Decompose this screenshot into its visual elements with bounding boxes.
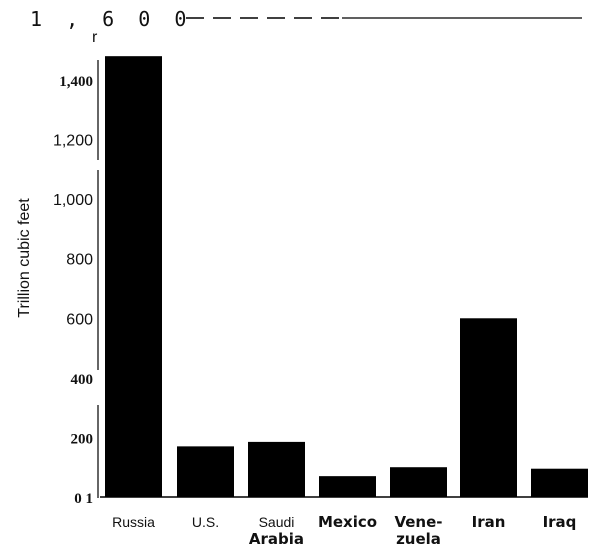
x-tick-label: Mexico <box>318 513 377 531</box>
bar-iraq <box>531 468 588 497</box>
bar-russia <box>105 56 162 498</box>
y-tick-label: 1,400 <box>59 74 93 90</box>
x-tick-label: U.S. <box>192 514 219 530</box>
bar-iran <box>460 318 517 497</box>
bar-u-s- <box>177 446 234 497</box>
x-tick-label: zuela <box>396 530 441 548</box>
bar-saudi-arabia <box>248 441 305 497</box>
bar-vene-zuela <box>390 467 447 497</box>
x-tick-label: Russia <box>112 514 155 530</box>
x-tick-label: Iraq <box>543 513 577 531</box>
x-tick-label: Arabia <box>249 530 304 548</box>
y-tick-label: 0 1 <box>74 491 93 507</box>
y-tick-label: 1,000 <box>53 192 93 209</box>
bars <box>105 56 588 498</box>
y-tick-labels: 0 1 200 400 600 800 1,000 1,200 1,400 1 , 6 0 0r <box>30 7 192 507</box>
y-axis-label: Trillion cubic feet <box>16 198 33 318</box>
x-tick-label: Vene- <box>394 513 442 531</box>
y-tick-label: 600 <box>66 311 93 328</box>
y-tick-label: 800 <box>66 252 93 269</box>
y-tick-label: 1,200 <box>53 133 93 150</box>
bar-mexico <box>319 476 376 497</box>
y-axis-top-mark: r <box>92 29 98 46</box>
y-tick-label: 400 <box>71 372 94 388</box>
x-tick-label: Iran <box>472 513 506 531</box>
y-tick-label: 1 , 6 0 0 <box>30 7 192 31</box>
y-tick-label: 200 <box>71 431 94 447</box>
x-tick-label: Saudi <box>259 514 295 530</box>
